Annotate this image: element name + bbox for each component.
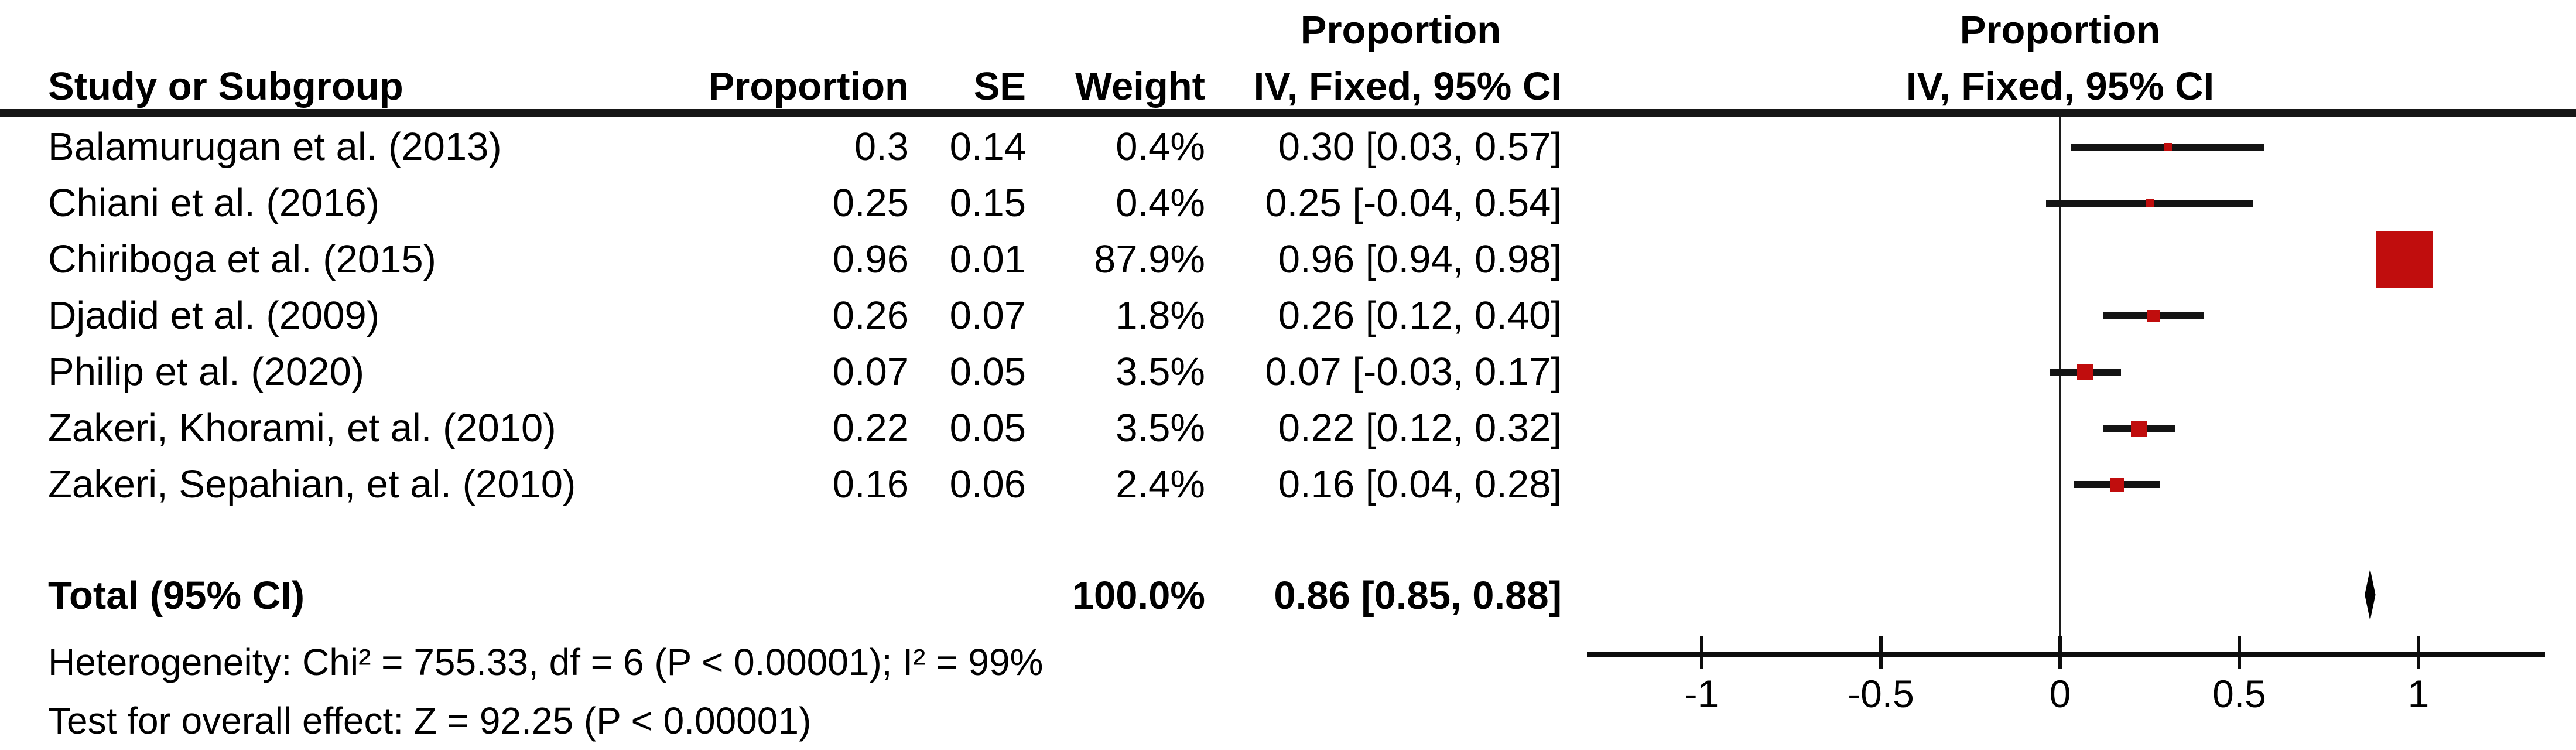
se-column-header: SE: [973, 64, 1026, 108]
axis-tick-label: -0.5: [1848, 672, 1914, 715]
study-name: Zakeri, Sepahian, et al. (2010): [48, 462, 576, 506]
study-se: 0.06: [949, 462, 1026, 506]
study-se: 0.07: [949, 294, 1026, 338]
axis-tick-label: 0: [2049, 672, 2071, 715]
study-ci-text: 0.30 [0.03, 0.57]: [1278, 125, 1562, 169]
proportion-column-header: Proportion: [708, 64, 909, 108]
effect-marker: [2375, 231, 2433, 288]
effect-marker: [2131, 420, 2147, 437]
study-column-header: Study or Subgroup: [48, 64, 403, 108]
study-proportion: 0.16: [832, 462, 909, 506]
axis-tick: [1700, 636, 1703, 669]
plot-header-line1: Proportion: [1959, 8, 2161, 52]
axis-tick-label: 1: [2407, 672, 2430, 715]
study-proportion: 0.3: [854, 125, 909, 169]
ci-column-header-line1: Proportion: [1300, 8, 1501, 52]
study-proportion: 0.22: [832, 406, 909, 450]
study-ci-text: 0.07 [-0.03, 0.17]: [1265, 350, 1562, 394]
effect-marker: [2077, 364, 2093, 380]
plot-header-line2: IV, Fixed, 95% CI: [1906, 64, 2215, 108]
study-weight: 3.5%: [1116, 406, 1205, 450]
study-se: 0.05: [949, 406, 1026, 450]
study-name: Philip et al. (2020): [48, 350, 365, 394]
study-proportion: 0.25: [832, 181, 909, 225]
study-weight: 87.9%: [1094, 237, 1205, 281]
study-ci-text: 0.16 [0.04, 0.28]: [1278, 462, 1562, 506]
heterogeneity-text: Heterogeneity: Chi² = 755.33, df = 6 (P …: [48, 641, 1044, 683]
study-proportion: 0.26: [832, 294, 909, 338]
effect-marker: [2147, 309, 2160, 322]
weight-column-header: Weight: [1075, 64, 1205, 108]
axis-tick: [2058, 636, 2062, 669]
study-proportion: 0.07: [832, 350, 909, 394]
study-name: Zakeri, Khorami, et al. (2010): [48, 406, 556, 450]
effect-marker: [2110, 478, 2125, 492]
axis-tick: [2417, 636, 2420, 669]
header-separator: [0, 109, 2576, 117]
study-weight: 0.4%: [1116, 125, 1205, 169]
effect-marker: [2163, 143, 2172, 151]
total-ci-text: 0.86 [0.85, 0.88]: [1274, 574, 1562, 618]
total-weight: 100.0%: [1072, 574, 1205, 618]
axis-line: [1587, 652, 2545, 657]
study-ci-text: 0.26 [0.12, 0.40]: [1278, 294, 1562, 338]
study-se: 0.14: [949, 125, 1026, 169]
axis-tick-label: -1: [1684, 672, 1719, 715]
summary-diamond: [2365, 569, 2376, 621]
study-weight: 2.4%: [1116, 462, 1205, 506]
zero-line: [2059, 117, 2061, 654]
study-se: 0.05: [949, 350, 1026, 394]
study-name: Chiriboga et al. (2015): [48, 237, 436, 281]
study-weight: 3.5%: [1116, 350, 1205, 394]
study-name: Balamurugan et al. (2013): [48, 125, 502, 169]
total-label: Total (95% CI): [48, 574, 305, 618]
effect-marker: [2146, 199, 2154, 207]
axis-tick-label: 0.5: [2212, 672, 2266, 715]
study-ci-text: 0.22 [0.12, 0.32]: [1278, 406, 1562, 450]
ci-column-header-line2: IV, Fixed, 95% CI: [1253, 64, 1562, 108]
study-name: Chiani et al. (2016): [48, 181, 380, 225]
study-se: 0.01: [949, 237, 1026, 281]
study-se: 0.15: [949, 181, 1026, 225]
study-ci-text: 0.25 [-0.04, 0.54]: [1265, 181, 1562, 225]
study-weight: 1.8%: [1116, 294, 1205, 338]
study-name: Djadid et al. (2009): [48, 294, 380, 338]
axis-tick: [1879, 636, 1883, 669]
study-proportion: 0.96: [832, 237, 909, 281]
axis-tick: [2238, 636, 2241, 669]
overall-effect-text: Test for overall effect: Z = 92.25 (P < …: [48, 700, 812, 742]
study-ci-text: 0.96 [0.94, 0.98]: [1278, 237, 1562, 281]
study-weight: 0.4%: [1116, 181, 1205, 225]
